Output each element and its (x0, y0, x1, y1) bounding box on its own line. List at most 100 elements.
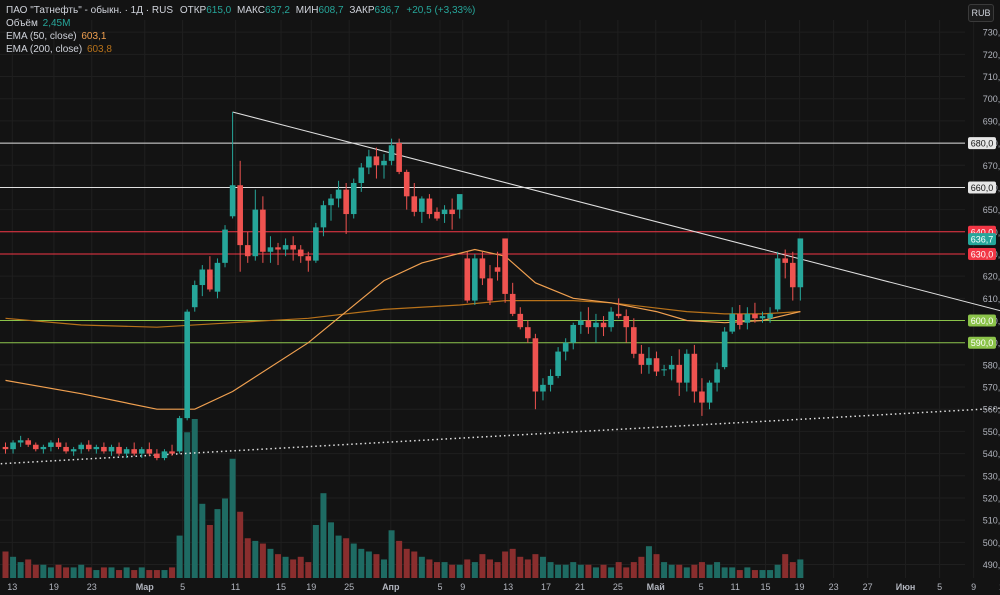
candle-body (10, 442, 16, 450)
volume-bar (282, 556, 289, 578)
volume-row[interactable]: Объём 2,45M (6, 17, 475, 30)
candle-body (373, 156, 380, 166)
volume-bar (774, 564, 781, 578)
volume-bar (486, 559, 493, 578)
price-tick-label: 560,0 (983, 405, 1000, 415)
level-price-tag-label: 680,0 (971, 139, 994, 149)
volume-bar (146, 570, 153, 578)
candle-body (517, 313, 524, 328)
candle-body (17, 440, 24, 443)
candle-body (782, 258, 789, 263)
time-tick-label: 9 (971, 582, 976, 592)
volume-bar (721, 567, 728, 578)
candle-body (229, 185, 236, 217)
volume-bar (449, 564, 456, 578)
ema200-row[interactable]: EMA (200, close) 603,8 (6, 43, 475, 56)
volume-bar (396, 540, 403, 578)
candle-body (441, 209, 448, 215)
volume-bars (2, 419, 804, 578)
volume-bar (343, 538, 350, 578)
time-tick-label: 15 (760, 582, 770, 592)
candle-body (108, 446, 115, 452)
currency-button[interactable]: RUB (968, 4, 994, 22)
volume-bar (267, 548, 274, 578)
time-tick-label: 5 (437, 582, 442, 592)
price-tick-label: 670,0 (983, 161, 1000, 171)
price-tick-label: 620,0 (983, 272, 1000, 282)
candle-body (449, 209, 455, 215)
last-price-tag-label: 636,7 (971, 235, 994, 245)
volume-bar (290, 559, 297, 578)
volume-value: 2,45M (42, 18, 71, 29)
open-label: ОТКР (179, 5, 207, 16)
time-tick-label: 13 (7, 582, 17, 592)
volume-bar (116, 570, 123, 578)
candle-body (184, 311, 190, 419)
volume-bar (365, 551, 372, 578)
candle-body (40, 446, 47, 450)
candle-body (487, 278, 493, 301)
price-tick-label: 730,0 (983, 28, 1000, 38)
trendlines[interactable] (0, 111, 1000, 465)
time-axis[interactable]: 13 19 23 Мар 5 11 15 19 25 Апр 5 9 13 17 21 25 Май 5 11 15 1… (7, 582, 1000, 592)
volume-bar (237, 511, 244, 578)
volume-bar (623, 567, 630, 578)
candle-body (252, 209, 259, 257)
volume-bar (123, 567, 130, 578)
candle-body (608, 311, 614, 328)
level-price-tag (968, 336, 996, 349)
low-value: 608,7 (318, 5, 344, 16)
candle-body (547, 375, 554, 385)
candle-body (403, 171, 410, 197)
candle-body (320, 205, 327, 228)
volume-bar (100, 567, 107, 578)
candle-body (502, 238, 508, 294)
candle-body (456, 194, 463, 210)
volume-bar (373, 554, 380, 578)
volume-bar (547, 562, 554, 578)
candle-body (653, 358, 660, 372)
volume-bar (214, 509, 221, 578)
last-price-tag (968, 233, 996, 246)
time-tick-label: 21 (575, 582, 585, 592)
volume-bar (608, 567, 615, 578)
volume-bar (479, 554, 486, 578)
candle-body (214, 262, 221, 292)
volume-bar (683, 567, 690, 578)
time-tick-label: Май (647, 582, 665, 592)
candle-body (631, 327, 637, 354)
time-tick-label: Июн (896, 582, 916, 592)
volume-bar (759, 570, 766, 578)
candle-body (525, 327, 531, 339)
volume-bar (539, 556, 546, 578)
volume-bar (70, 567, 77, 578)
candle-body (191, 285, 198, 308)
volume-bar (358, 548, 365, 578)
time-tick-label: 11 (731, 582, 740, 592)
volume-bar (615, 562, 622, 578)
resistance-trendline[interactable] (232, 111, 1000, 347)
volume-bar (555, 564, 562, 578)
volume-bar (456, 564, 463, 578)
volume-bar (244, 538, 251, 578)
time-tick-label: 19 (49, 582, 59, 592)
candle-body (570, 324, 577, 343)
candle-body (600, 322, 607, 328)
candle-body (237, 185, 243, 246)
candle-body (343, 189, 349, 215)
candle-body (623, 316, 630, 328)
volume-bar (464, 559, 471, 578)
close-label: ЗАКР (349, 5, 375, 16)
symbol-title[interactable]: ПАО "Татнефть" - обыкн. · 1Д · RUS (6, 5, 174, 16)
high-label: МАКС (237, 5, 265, 16)
time-tick-label: 5 (180, 582, 185, 592)
volume-bar (10, 556, 17, 578)
level-price-tag-label: 600,0 (971, 316, 994, 326)
candle-body (426, 198, 433, 215)
volume-bar (517, 556, 524, 578)
candle-body (729, 313, 736, 332)
ema50-row[interactable]: EMA (50, close) 603,1 (6, 30, 475, 43)
candle-body (646, 358, 652, 365)
candle-body (736, 313, 743, 325)
